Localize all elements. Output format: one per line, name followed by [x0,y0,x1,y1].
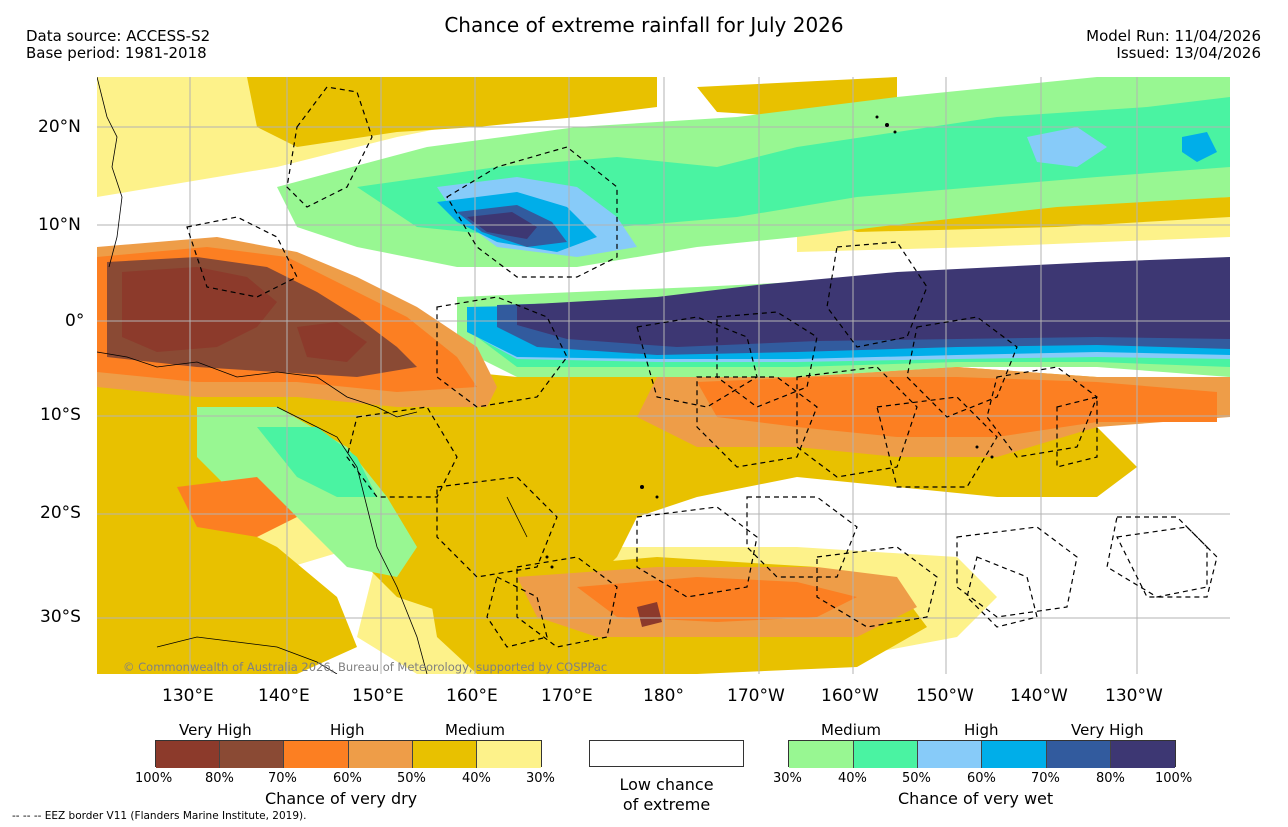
lon-label-140w: 140°W [1010,686,1068,706]
dry-swatch-6 [477,741,541,768]
coastlines [97,77,528,674]
lon-label-170e: 170°E [541,686,593,706]
dry-category-high: High [330,721,365,739]
dry-tick-50: 50% [397,771,426,786]
dry-category-very-high: Very High [179,721,252,739]
copyright-label: © Commonwealth of Australia 2026, Bureau… [123,660,608,674]
lon-label-180: 180° [643,686,684,706]
dry-80-100-regions [122,267,662,627]
wet-swatch-2 [854,741,918,768]
lon-label-160w: 160°W [821,686,879,706]
dry-swatch-2 [220,741,284,768]
wet-swatch-6 [1111,741,1175,768]
lat-label-30s: 30°S [40,607,81,627]
islands [545,115,994,569]
wet-category-very-high: Very High [1071,721,1144,739]
dry-tick-60: 60% [333,771,362,786]
eez-footnote: -- -- -- EEZ border V11 (Flanders Marine… [12,810,307,822]
dry-tick-80: 80% [205,771,234,786]
wet-tick-80: 80% [1096,771,1125,786]
eez-borders [186,86,1218,648]
low-chance-caption-line2: of extreme [622,795,711,814]
dry-tick-100: 100% [135,771,173,786]
wet-tick-30: 30% [773,771,802,786]
wet-swatch-5 [1047,741,1111,768]
dry-caption: Chance of very dry [265,789,418,808]
lon-label-140e: 140°E [258,686,310,706]
lon-label-150w: 150°W [916,686,974,706]
page-title: Chance of extreme rainfall for July 2026 [444,13,844,37]
wet-tick-40: 40% [838,771,867,786]
wet-colorbar [788,740,1176,768]
lat-label-20n: 20°N [38,117,81,137]
data-source-label: Data source: ACCESS-S2 [26,27,211,45]
lat-label-equator: 0° [65,311,85,331]
rainfall-map [97,77,1230,674]
issued-label: Issued: 13/04/2026 [1116,44,1261,62]
wet-caption: Chance of very wet [898,789,1054,808]
low-chance-caption-line1: Low chance [619,775,714,794]
wet-tick-100: 100% [1155,771,1193,786]
wet-tick-70: 70% [1031,771,1060,786]
lat-label-10n: 10°N [38,215,81,235]
dry-colorbar [155,740,542,768]
dry-tick-40: 40% [462,771,491,786]
dry-tick-30: 30% [526,771,555,786]
lat-label-20s: 20°S [40,503,81,523]
dry-tick-70: 70% [268,771,297,786]
wet-category-medium: Medium [821,721,881,739]
lon-label-150e: 150°E [352,686,404,706]
lon-label-160e: 160°E [446,686,498,706]
dry-swatch-1 [156,741,220,768]
dry-swatch-5 [413,741,477,768]
wet-swatch-1 [789,741,854,768]
wet-tick-50: 50% [902,771,931,786]
lon-label-130e: 130°E [162,686,214,706]
lat-label-10s: 10°S [40,405,81,425]
wet-category-high: High [964,721,999,739]
wet-swatch-4 [982,741,1047,768]
model-run-label: Model Run: 11/04/2026 [1086,27,1261,45]
dry-swatch-3 [284,741,349,768]
base-period-label: Base period: 1981-2018 [26,44,207,62]
low-chance-swatch [589,740,744,767]
dry-category-medium: Medium [445,721,505,739]
wet-swatch-3 [918,741,982,768]
wet-tick-60: 60% [967,771,996,786]
lon-label-130w: 130°W [1105,686,1163,706]
lon-label-170w: 170°W [727,686,785,706]
dry-swatch-4 [349,741,413,768]
